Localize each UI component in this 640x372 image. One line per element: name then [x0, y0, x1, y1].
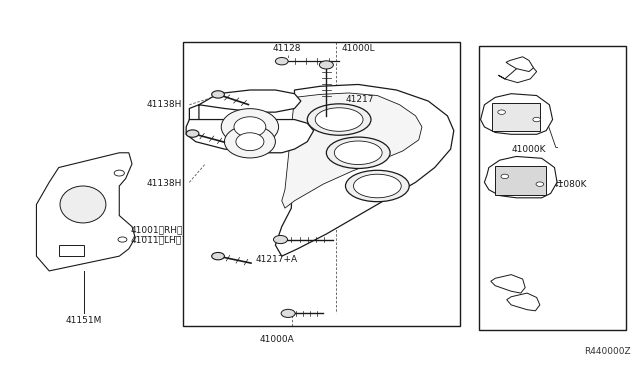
Circle shape — [275, 58, 288, 65]
Text: 41138H: 41138H — [147, 100, 182, 109]
Circle shape — [212, 253, 225, 260]
Bar — [183, 42, 460, 326]
Ellipse shape — [60, 186, 106, 223]
Circle shape — [536, 182, 543, 186]
Ellipse shape — [234, 117, 266, 137]
Polygon shape — [186, 119, 314, 153]
Text: 4112L: 4112L — [342, 160, 369, 169]
Ellipse shape — [316, 108, 363, 131]
FancyBboxPatch shape — [492, 103, 540, 131]
Ellipse shape — [236, 133, 264, 151]
Text: 41080K: 41080K — [552, 180, 587, 189]
Polygon shape — [484, 157, 557, 198]
Text: 41000K: 41000K — [511, 145, 546, 154]
Ellipse shape — [334, 141, 382, 164]
Circle shape — [281, 310, 295, 317]
Text: 41217+A: 41217+A — [255, 254, 298, 264]
Circle shape — [118, 237, 127, 242]
Circle shape — [212, 91, 225, 98]
Text: 41138H: 41138H — [147, 179, 182, 187]
Polygon shape — [275, 84, 454, 256]
Polygon shape — [36, 153, 135, 271]
Ellipse shape — [353, 174, 401, 198]
Ellipse shape — [326, 137, 390, 169]
Polygon shape — [499, 64, 537, 83]
Circle shape — [273, 235, 287, 244]
Circle shape — [498, 110, 506, 114]
Text: 41151M: 41151M — [66, 316, 102, 325]
Text: 41217: 41217 — [346, 95, 374, 104]
Polygon shape — [282, 93, 422, 208]
Circle shape — [114, 170, 124, 176]
Circle shape — [533, 117, 540, 122]
Polygon shape — [506, 57, 534, 71]
Circle shape — [319, 61, 333, 69]
Text: 41000L: 41000L — [342, 44, 375, 53]
Polygon shape — [507, 293, 540, 311]
Ellipse shape — [221, 109, 278, 145]
Text: R440000Z: R440000Z — [584, 347, 631, 356]
Text: 41001〈RH〉: 41001〈RH〉 — [131, 226, 183, 235]
Polygon shape — [59, 245, 84, 256]
Ellipse shape — [346, 170, 409, 202]
Polygon shape — [481, 94, 552, 134]
Polygon shape — [491, 275, 525, 293]
Text: 41128: 41128 — [273, 44, 301, 53]
Circle shape — [501, 174, 509, 179]
Polygon shape — [189, 90, 301, 127]
FancyBboxPatch shape — [495, 166, 546, 195]
Text: 41011〈LH〉: 41011〈LH〉 — [131, 235, 182, 244]
Text: 41000A: 41000A — [259, 336, 294, 344]
Ellipse shape — [307, 104, 371, 135]
Bar — [479, 46, 626, 330]
Circle shape — [186, 130, 199, 137]
Ellipse shape — [225, 125, 275, 158]
